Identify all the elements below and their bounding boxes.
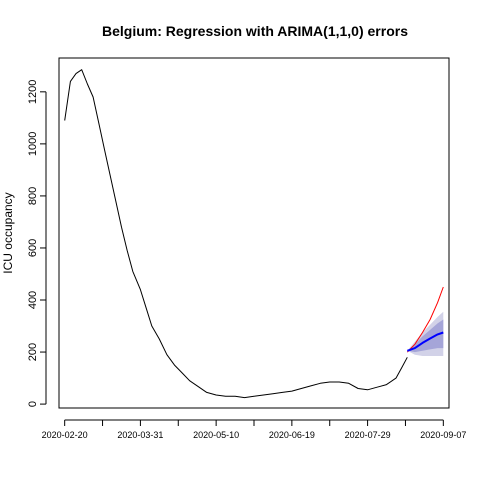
pi80-band bbox=[407, 319, 444, 353]
x-tick-label: 2020-07-29 bbox=[345, 430, 391, 440]
actual_future-line bbox=[406, 286, 444, 353]
plot-frame bbox=[58, 57, 450, 409]
y-tick-label: 600 bbox=[27, 239, 39, 257]
y-tick-label: 0 bbox=[27, 401, 39, 407]
x-axis: 2020-02-20 2020-03-31 2020-05-10 2020-06-19… bbox=[42, 419, 466, 440]
observed-line bbox=[64, 69, 408, 399]
series-lines bbox=[64, 69, 444, 399]
y-tick-label: 400 bbox=[27, 291, 39, 309]
y-tick-label: 1200 bbox=[27, 80, 39, 104]
chart-title: Belgium: Regression with ARIMA(1,1,0) er… bbox=[102, 23, 408, 39]
x-tick-label: 2020-09-07 bbox=[420, 430, 466, 440]
x-tick-label: 2020-05-10 bbox=[193, 430, 239, 440]
y-tick-label: 200 bbox=[27, 343, 39, 361]
forecast_mean-line bbox=[406, 331, 444, 352]
y-axis-label: ICU occupancy bbox=[1, 192, 15, 273]
x-tick-label: 2020-03-31 bbox=[117, 430, 163, 440]
prediction-intervals bbox=[407, 311, 444, 356]
x-tick-label: 2020-06-19 bbox=[269, 430, 315, 440]
y-tick-label: 1000 bbox=[27, 132, 39, 156]
x-tick-label: 2020-02-20 bbox=[42, 430, 88, 440]
y-axis: 0 200 400 600 800 1000 1200 bbox=[27, 80, 47, 407]
y-tick-label: 800 bbox=[27, 187, 39, 205]
